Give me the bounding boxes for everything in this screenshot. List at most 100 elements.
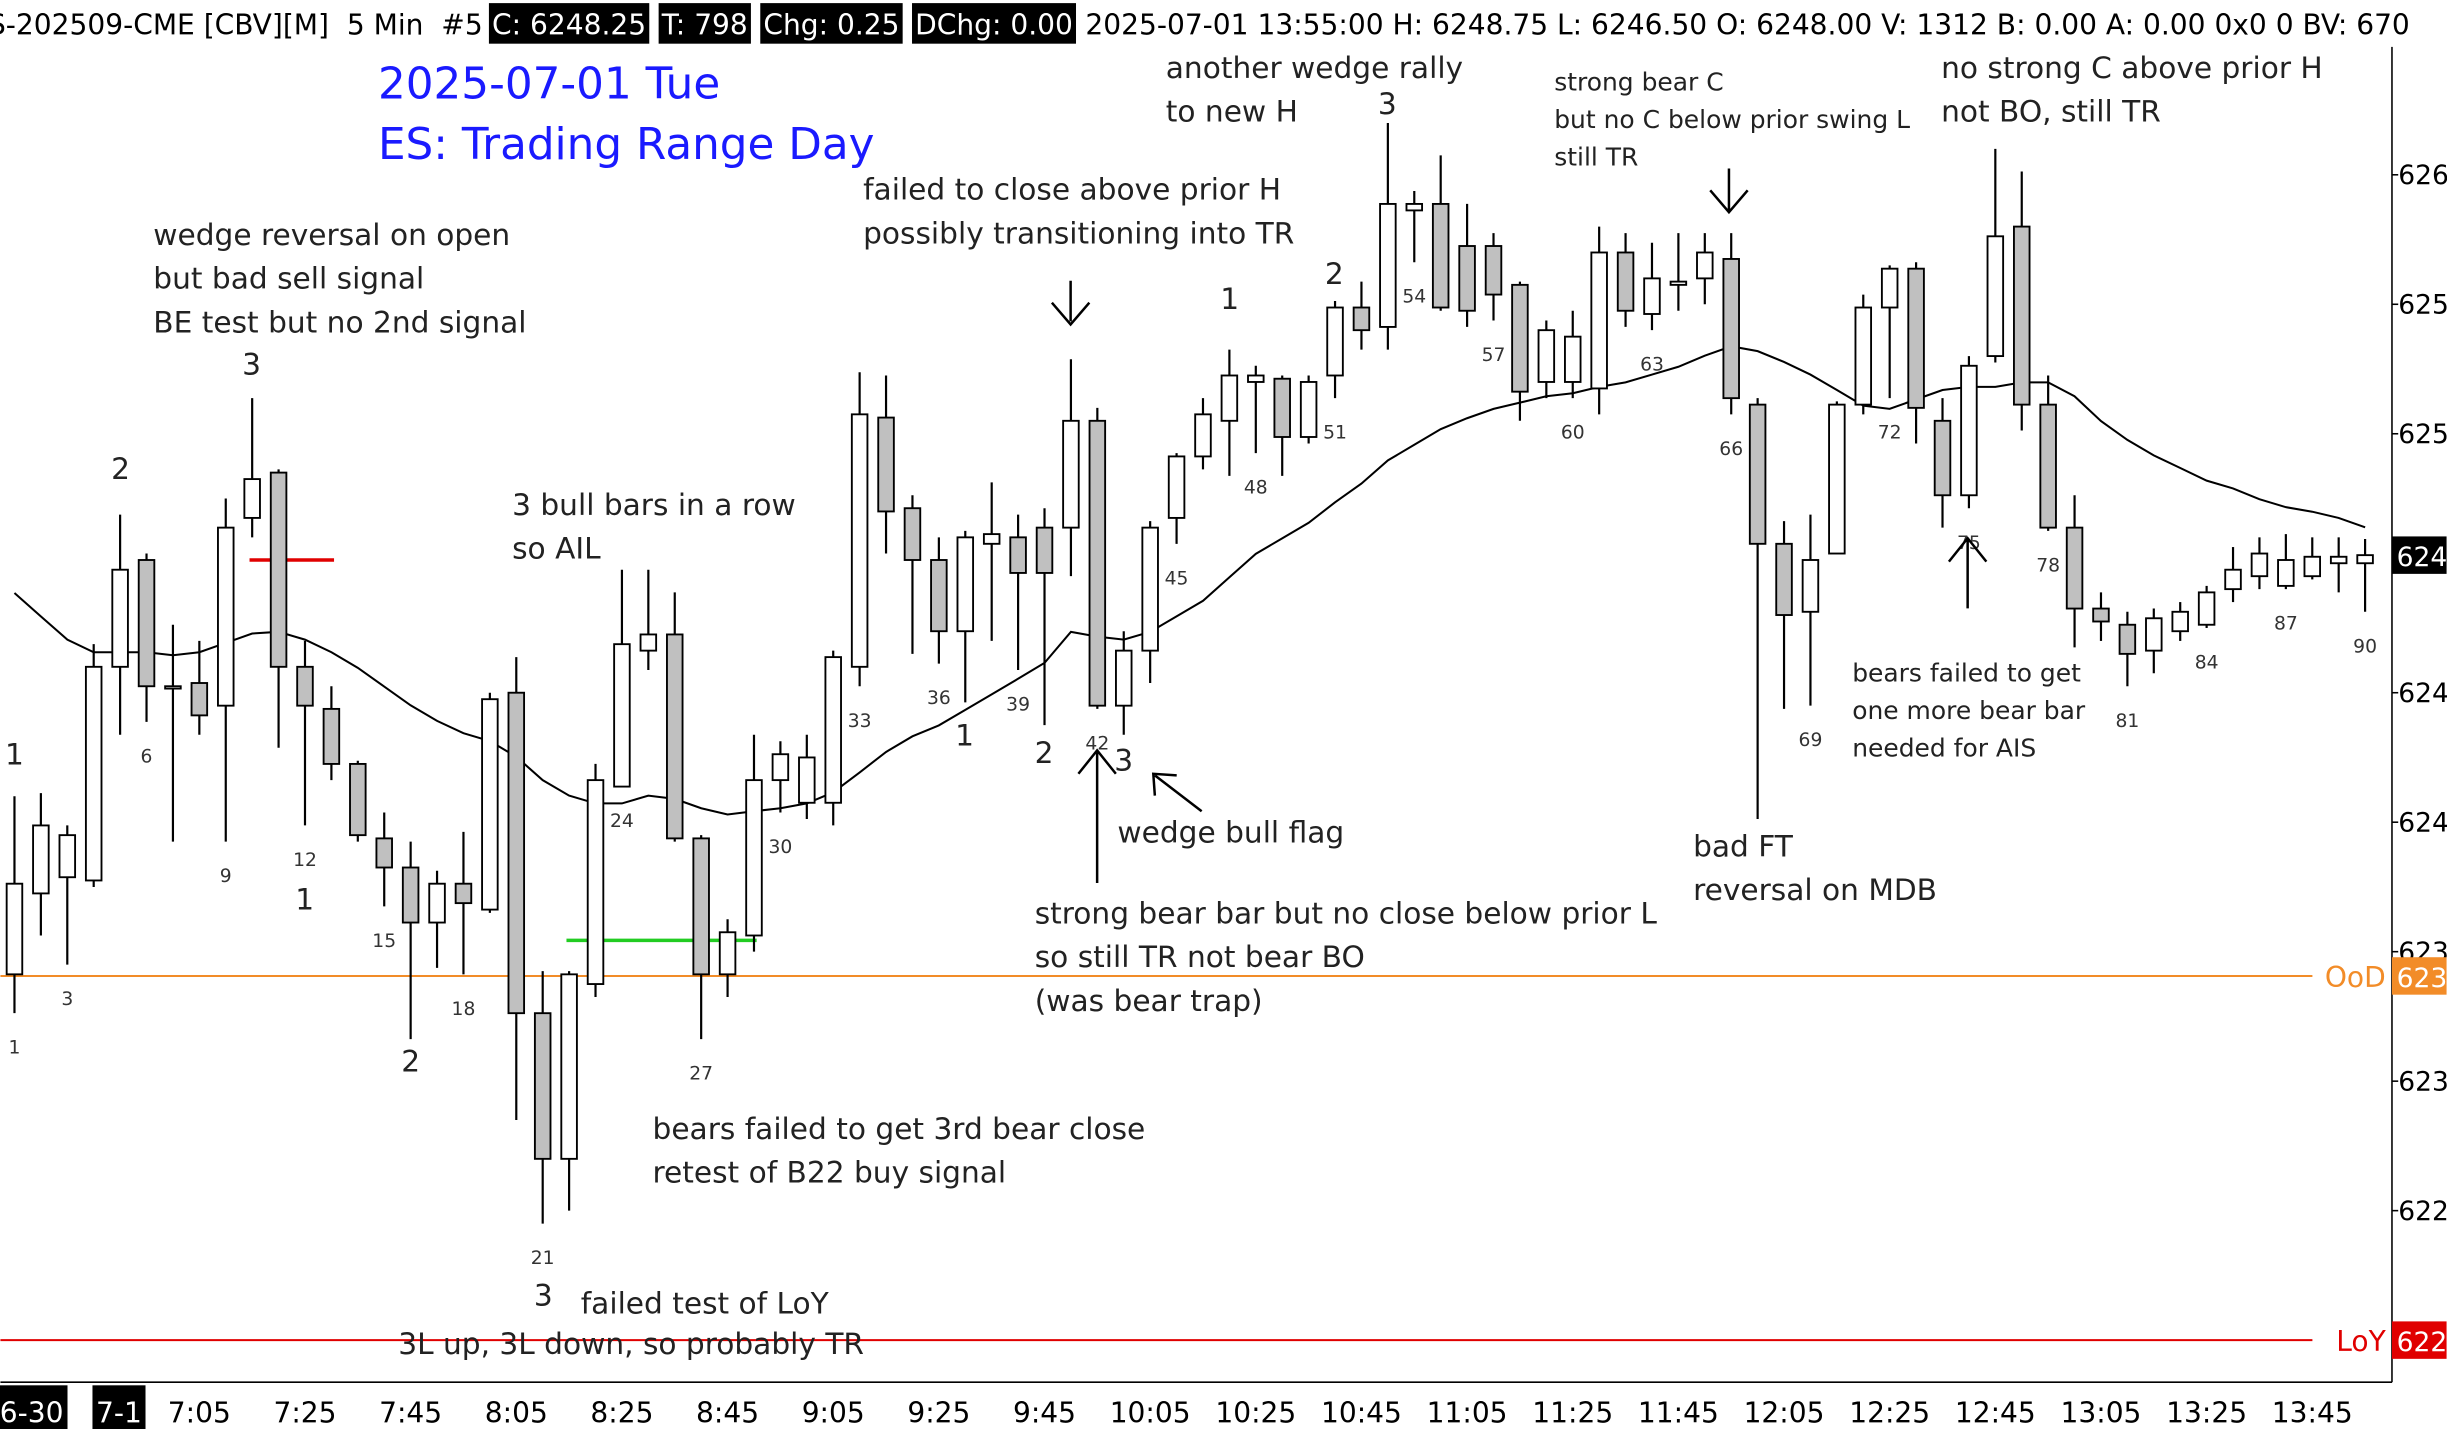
candle-body (164, 685, 182, 690)
candle-body (1405, 202, 1424, 212)
candle-body (349, 762, 367, 837)
candle-body (2039, 403, 2057, 529)
header-value: Chg: 0.25 (763, 8, 899, 41)
leg-count: 2 (401, 1044, 420, 1079)
annotation: so still TR not bear BO (1035, 939, 1365, 974)
bar-number: 6 (141, 746, 153, 767)
leg-count: 3 (1114, 743, 1133, 778)
candle-body (137, 559, 156, 688)
x-tick-label: 13:25 (2166, 1397, 2247, 1429)
candle-body (2092, 607, 2110, 623)
candle-body (1035, 526, 1054, 574)
bar-number: 15 (372, 931, 396, 952)
x-tick-label: 9:25 (907, 1397, 970, 1429)
x-tick-label: 7:05 (168, 1397, 231, 1429)
header-symbol: S-202509-CME [CBV][M] 5 Min #5 (0, 8, 483, 41)
x-tick-label: 8:25 (590, 1397, 653, 1429)
candle-body (613, 643, 631, 788)
candle-body (1326, 306, 1344, 377)
candle-body (1933, 419, 1952, 497)
candle-body (1458, 245, 1476, 312)
candle-body (1590, 251, 1608, 390)
annotation: strong bear bar but no close below prior… (1035, 896, 1658, 931)
candle-body (692, 837, 710, 976)
candle-body (2118, 623, 2137, 655)
leg-count: 1 (955, 718, 974, 753)
bar-number: 1 (9, 1038, 21, 1059)
header-value: T: 798 (661, 8, 748, 41)
arrow-up (1947, 536, 1988, 609)
candle-body (1431, 202, 1450, 309)
leg-count: 2 (1325, 256, 1344, 291)
candle-body (1616, 251, 1635, 312)
candle-body (269, 471, 288, 668)
header-value: DChg: 0.00 (915, 8, 1073, 41)
candle-body (2250, 552, 2269, 578)
candle-body (560, 973, 578, 1160)
candle-body (2065, 526, 2084, 610)
candle-body (666, 633, 684, 840)
bar-number: 12 (293, 850, 317, 871)
candle-body (507, 691, 526, 1015)
level-name: LoY (2336, 1325, 2386, 1358)
x-tick-label: 11:05 (1427, 1397, 1508, 1429)
annotation: 3 bull bars in a row (512, 487, 796, 522)
annotation: one more bear bar (1852, 696, 2086, 725)
annotation: another wedge rally (1166, 50, 1463, 85)
candle-body (1220, 374, 1239, 422)
y-tick-label: 624 (2398, 678, 2447, 709)
candle-body (1828, 403, 1846, 555)
date-label: 6-30 (0, 1397, 63, 1429)
candle-body (982, 533, 1001, 545)
candle-body (1511, 283, 1529, 393)
header-box (488, 3, 650, 44)
annotation: to new H (1166, 94, 1298, 129)
x-tick-label: 12:45 (1955, 1397, 2036, 1429)
annotation: failed test of LoY (581, 1286, 830, 1321)
candle-body (5, 882, 24, 976)
candle-body (1247, 374, 1265, 383)
annotation: but bad sell signal (153, 261, 424, 296)
candle-body (190, 682, 209, 717)
leg-count: 2 (111, 451, 130, 486)
bar-number: 36 (927, 688, 951, 709)
leg-count: 1 (295, 882, 314, 917)
bar-number: 66 (1719, 439, 1743, 460)
candle-body (1564, 335, 1582, 383)
bar-number: 54 (1402, 287, 1426, 308)
y-tick-label: 623 (2398, 1067, 2447, 1098)
header-box (760, 3, 903, 44)
level-price-box (2391, 957, 2447, 995)
candle-body (1775, 542, 1793, 616)
candle-body (824, 656, 842, 804)
annotation: 3L up, 3L down, so probably TR (398, 1326, 864, 1361)
annotation: but no C below prior swing L (1554, 105, 1910, 134)
candle-body (2356, 554, 2374, 565)
level-name: OoD (2325, 961, 2386, 994)
bar-number: 81 (2115, 711, 2139, 732)
x-tick-label: 10:45 (1321, 1397, 1402, 1429)
bar-number: 78 (2036, 555, 2060, 576)
candle-body (1801, 559, 1820, 613)
x-tick-label: 11:25 (1532, 1397, 1613, 1429)
leg-count: 3 (1378, 86, 1397, 121)
candle-body (32, 824, 50, 895)
y-tick-label: 622 (2398, 1196, 2447, 1227)
candle-body (84, 665, 103, 882)
candle-body (2303, 555, 2322, 578)
y-tick-label: 625 (2398, 419, 2447, 450)
candle-body (850, 413, 869, 668)
x-tick-label: 11:45 (1638, 1397, 1719, 1429)
title-line: 2025-07-01 Tue (378, 58, 720, 109)
candle-body (877, 416, 895, 513)
annotation: bears failed to get 3rd bear close (653, 1111, 1146, 1146)
candle-body (2145, 617, 2163, 652)
candle-body (2197, 591, 2216, 626)
x-tick-label: 10:05 (1110, 1397, 1191, 1429)
candle-body (1484, 245, 1503, 296)
bar-number: 72 (1878, 423, 1902, 444)
candle-body (533, 1012, 552, 1160)
